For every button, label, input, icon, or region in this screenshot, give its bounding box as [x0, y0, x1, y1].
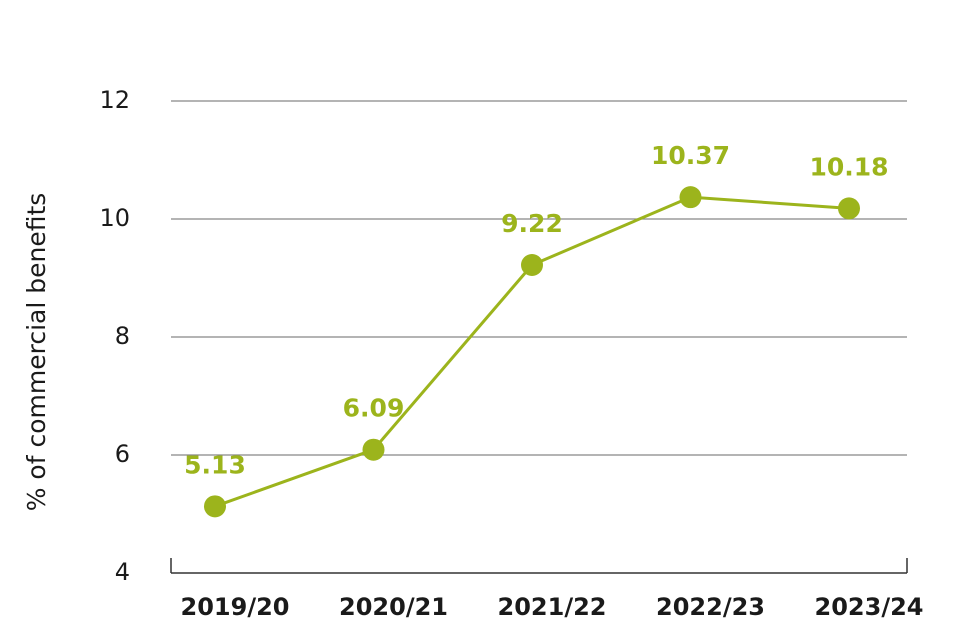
- x-tick-label: 2023/24: [815, 593, 924, 621]
- point: [679, 186, 702, 209]
- value-label: 6.09: [343, 394, 405, 423]
- x-tick-label: 2022/23: [656, 593, 765, 621]
- point: [204, 495, 226, 518]
- y-tick-label: 6: [115, 440, 130, 468]
- x-tick-label: 2019/20: [181, 593, 290, 621]
- value-label: 9.22: [501, 209, 563, 238]
- point: [521, 254, 543, 277]
- point: [362, 438, 385, 461]
- point: [838, 197, 860, 220]
- x-tick-label: 2020/21: [339, 593, 448, 621]
- y-tick-label: 4: [115, 558, 130, 586]
- y-tick-label: 12: [99, 86, 130, 114]
- line: [214, 195, 850, 508]
- value-label: 10.37: [651, 141, 730, 170]
- y-tick-label: 10: [99, 204, 130, 232]
- value-label: 5.13: [184, 450, 246, 479]
- value-label: 10.18: [809, 152, 888, 181]
- x-tick-label: 2021/22: [498, 593, 607, 621]
- y-tick-label: 8: [115, 322, 130, 350]
- y-axis-label: % of commercial benefits: [22, 193, 51, 512]
